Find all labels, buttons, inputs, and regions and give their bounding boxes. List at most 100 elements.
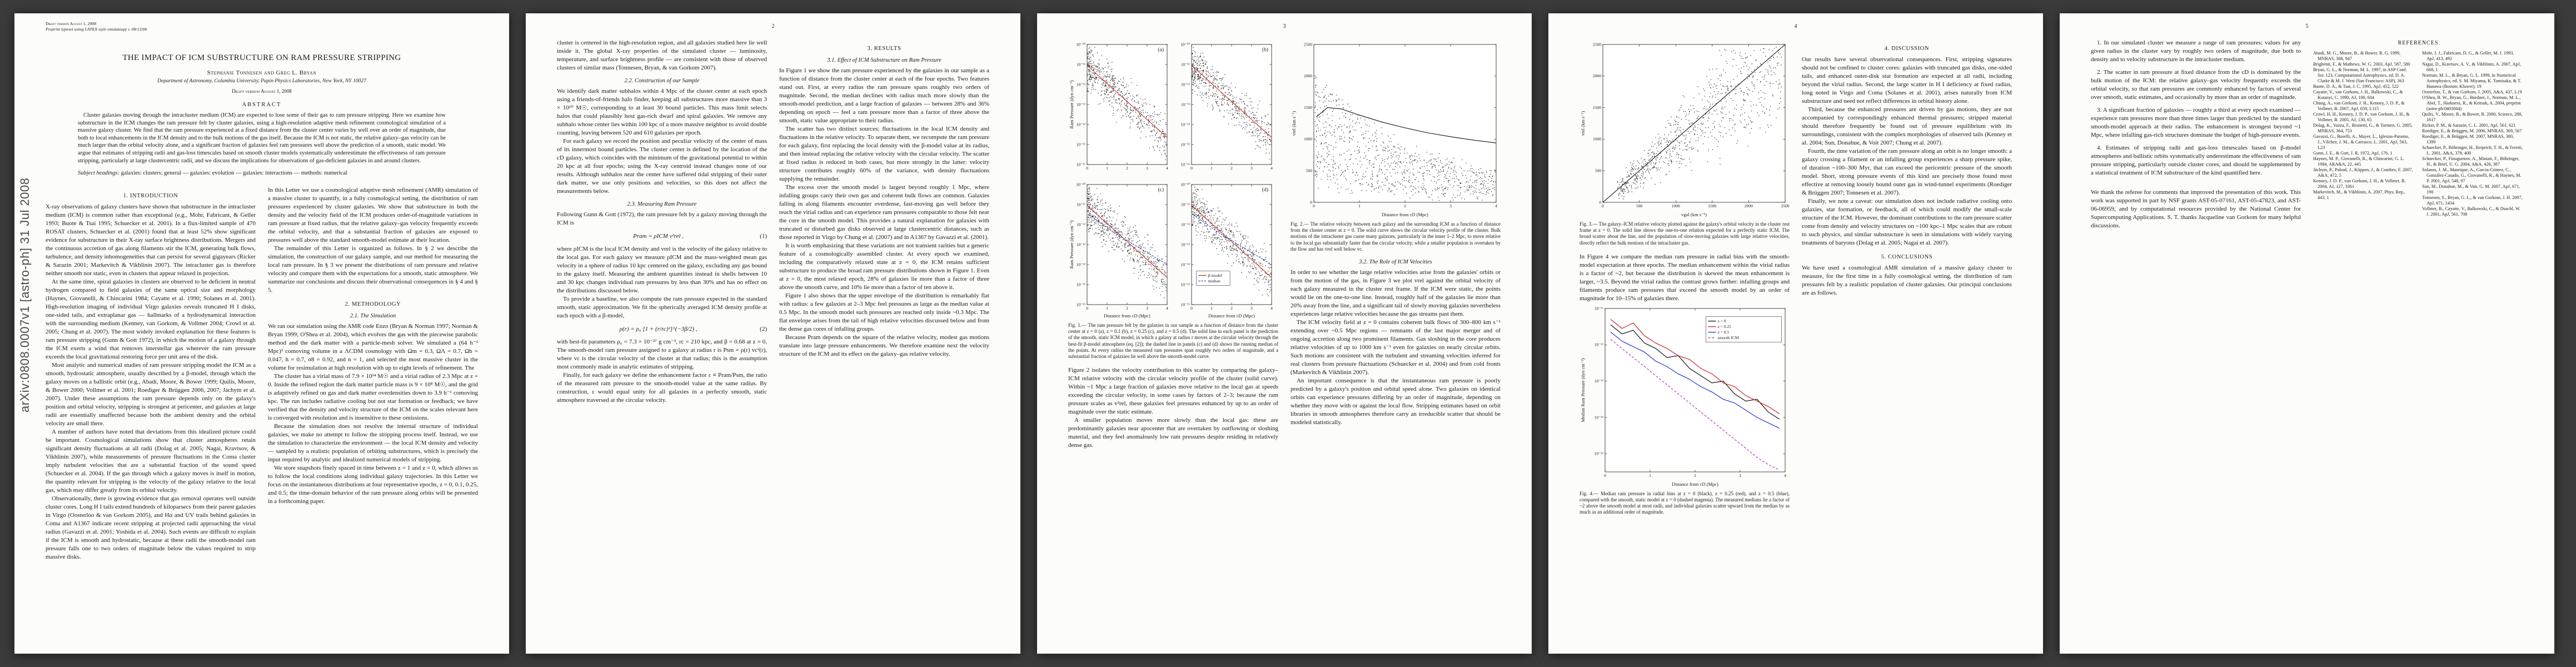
- figure-1-panel-a: 0 1 2 3 4 10⁻¹⁶ 10⁻¹⁵ 10⁻¹⁴ 10⁻¹³ 10⁻¹² 10⁻¹¹ 10⁻¹⁰…: [1069, 42, 1168, 171]
- section-heading: 4. DISCUSSION: [1884, 46, 1930, 52]
- reference-entry: Schuecker, P., Böhringer, H., Reiprich, …: [2422, 145, 2523, 156]
- page4-column-right: 4. DISCUSSION Our results have several ob…: [1802, 39, 2012, 522]
- reference-entry: Roediger, E., & Brüggen, M. 2006, MNRAS,…: [2422, 128, 2522, 133]
- svg-text:1: 1: [1210, 306, 1213, 311]
- svg-text:2: 2: [1126, 166, 1128, 171]
- svg-text:3: 3: [1250, 306, 1253, 311]
- section-heading: 5. CONCLUSIONS: [1881, 254, 1933, 260]
- body-paragraph: To provide a baseline, we also compute t…: [557, 296, 767, 319]
- body-paragraph: Because Pram depends on the square of th…: [779, 334, 989, 357]
- body-paragraph: Figure 1 also shows that the upper envel…: [779, 292, 989, 332]
- body-paragraph: The ICM velocity field at z = 0 contains…: [1291, 319, 1501, 376]
- body-paragraph: In Figure 4 we compare the median ram pr…: [1580, 253, 1790, 302]
- svg-text:1: 1: [1106, 306, 1108, 311]
- conclusion-item: 2. The scatter in ram pressure at fixed …: [2091, 69, 2301, 101]
- svg-text:10⁻¹³: 10⁻¹³: [1077, 242, 1086, 247]
- svg-text:10⁻¹⁵: 10⁻¹⁵: [1595, 451, 1604, 456]
- svg-text:10⁻¹⁶: 10⁻¹⁶: [1077, 302, 1086, 307]
- references-heading: REFERENCES: [2398, 40, 2439, 46]
- svg-text:vrel (km s⁻¹): vrel (km s⁻¹): [1580, 111, 1586, 136]
- svg-text:10⁻¹⁵: 10⁻¹⁵: [1077, 142, 1086, 147]
- svg-text:10⁻¹⁰: 10⁻¹⁰: [1076, 182, 1085, 187]
- svg-text:1500: 1500: [1708, 203, 1716, 208]
- body-paragraph: We identify dark matter subhalos within …: [557, 88, 767, 136]
- page5-references: REFERENCES Abadi, M. G., Moore, B., & Bo…: [2313, 39, 2523, 230]
- page-5: 5 1. In our simulated cluster we measure…: [2060, 13, 2554, 654]
- reference-entry: Haynes, M. P., Giovanelli, R., & Chincar…: [2313, 156, 2405, 167]
- svg-text:4: 4: [1166, 166, 1168, 171]
- page2-column-left: cluster is centered in the high-resoluti…: [557, 39, 767, 405]
- body-paragraph: Following Gunn & Gott (1972), the ram pr…: [557, 211, 767, 226]
- svg-text:10⁻¹⁶: 10⁻¹⁶: [1181, 302, 1190, 307]
- page3-column-right: 0 1 2 3 4 0 500 1000 1500 2000 2500 Distance from c…: [1291, 39, 1501, 450]
- figure-4-caption: Fig. 4.— Median ram pressure in radial b…: [1580, 490, 1790, 515]
- figure-1-panel-c: 0 1 2 3 4 10⁻¹⁶ 10⁻¹⁵ 10⁻¹⁴ 10⁻¹³ 10⁻¹² 10⁻¹¹ 10⁻¹⁰…: [1069, 182, 1168, 318]
- body-paragraph: A smaller population moves more slowly t…: [1068, 417, 1278, 449]
- svg-text:10⁻¹²: 10⁻¹²: [1181, 82, 1190, 87]
- svg-text:3: 3: [1250, 166, 1253, 171]
- body-paragraph: Third, because the enhanced pressures ar…: [1802, 106, 2012, 146]
- preprint-style-note: Preprint typeset using LATEX style emula…: [46, 26, 147, 32]
- reference-entry: Mohr, J. J., Fabricant, D. G., & Geller,…: [2422, 51, 2514, 61]
- svg-text:1000: 1000: [1593, 137, 1601, 142]
- body-paragraph: In order to see whether the large relati…: [1291, 269, 1501, 318]
- page1-column-left: 1. INTRODUCTION X-ray observations of gal…: [46, 186, 256, 561]
- reference-entry: O'Shea, B. W., Bryan, G., Bordner, J., N…: [2422, 95, 2521, 111]
- figure-1-panel-d: 0 1 2 3 4 10⁻¹⁶ 10⁻¹⁵ 10⁻¹⁴ 10⁻¹³ 10⁻¹² 10⁻¹¹ 10⁻¹⁰…: [1180, 182, 1273, 318]
- page1-column-right: In this Letter we use a cosmological ada…: [268, 186, 478, 561]
- svg-text:smooth ICM: smooth ICM: [1717, 335, 1738, 340]
- figure-4-plot: 0 1 2 3 4 10⁻¹⁵ 10⁻¹⁴ 10⁻¹³ 10⁻¹² 10⁻¹¹ Distance f…: [1580, 306, 1786, 487]
- svg-text:1000: 1000: [1672, 203, 1680, 208]
- section-heading: 1. INTRODUCTION: [123, 192, 178, 199]
- svg-text:1500: 1500: [1304, 105, 1312, 110]
- reference-entry: Sun, M., Donahue, M., & Voit, G. M. 2007…: [2422, 184, 2520, 195]
- reference-entry: Schuecker, P., Finoguenov, A., Miniati, …: [2422, 156, 2520, 167]
- body-paragraph: where ρICM is the local ICM density and …: [557, 246, 767, 294]
- page3-column-left: 0 1 2 3 4 10⁻¹⁶ 10⁻¹⁵ 10⁻¹⁴ 10⁻¹³ 10⁻¹² 10⁻¹¹ 10⁻¹⁰…: [1068, 39, 1278, 450]
- body-paragraph: Finally, we note a caveat: our simulatio…: [1802, 198, 2012, 246]
- reference-entry: Oosterloo, T., & van Gorkom, J. 2005, A&…: [2422, 89, 2522, 94]
- figure-1-caption: Fig. 1.— The ram pressure felt by the ga…: [1068, 322, 1278, 360]
- body-paragraph: The excess over the smooth model is larg…: [779, 184, 989, 241]
- svg-text:10⁻¹¹: 10⁻¹¹: [1077, 202, 1085, 207]
- svg-text:Median Ram Pressure (dyn cm⁻²): Median Ram Pressure (dyn cm⁻²): [1580, 358, 1586, 422]
- subsection-heading: 2.3. Measuring Ram Pressure: [627, 201, 697, 207]
- svg-text:β-model: β-model: [1208, 273, 1222, 278]
- reference-entry: Tonnesen, S., Bryan, G. L., & van Gorkom…: [2422, 195, 2523, 206]
- page-number: 2: [771, 23, 775, 29]
- svg-text:3: 3: [1739, 473, 1741, 478]
- body-paragraph: Because the simulation does not resolve …: [268, 422, 478, 463]
- affiliation: Department of Astronomy, Columbia Univer…: [157, 78, 366, 84]
- svg-text:0: 0: [1086, 166, 1088, 171]
- figure-1-panels: 0 1 2 3 4 10⁻¹⁶ 10⁻¹⁵ 10⁻¹⁴ 10⁻¹³ 10⁻¹² 10⁻¹¹ 10⁻¹⁰…: [1068, 40, 1278, 319]
- page-1: Draft version August 1, 2008 Preprint ty…: [14, 13, 509, 654]
- svg-text:vgal (km s⁻¹): vgal (km s⁻¹): [1681, 212, 1707, 217]
- svg-text:median: median: [1208, 278, 1220, 283]
- svg-text:(c): (c): [1158, 187, 1164, 193]
- reference-entry: Kenney, J. D. P., van Gorkom, J. H., & V…: [2313, 178, 2406, 189]
- svg-text:1000: 1000: [1304, 137, 1312, 142]
- svg-text:0: 0: [1310, 200, 1312, 205]
- svg-text:10⁻¹⁴: 10⁻¹⁴: [1077, 262, 1086, 267]
- reference-entry: Quilis, V., Moore, B., & Bower, R. 2000,…: [2422, 112, 2523, 122]
- svg-text:1: 1: [1106, 166, 1108, 171]
- figure-3-caption: Fig. 3.— The galaxy–ICM relative velocit…: [1580, 221, 1790, 246]
- svg-text:10⁻¹³: 10⁻¹³: [1595, 379, 1604, 384]
- svg-text:3: 3: [1146, 166, 1148, 171]
- svg-text:1500: 1500: [1593, 105, 1601, 110]
- reference-entry: Gunn, J. E., & Gott, J. R. 1972, ApJ, 17…: [2313, 151, 2393, 156]
- reference-entry: Cayatte, V., van Gorkom, J. H., Balkowsk…: [2313, 89, 2403, 100]
- svg-text:4: 4: [1270, 306, 1273, 311]
- body-paragraph: Our results have several observational c…: [1802, 56, 2012, 104]
- figure-1: 0 1 2 3 4 10⁻¹⁶ 10⁻¹⁵ 10⁻¹⁴ 10⁻¹³ 10⁻¹² 10⁻¹¹ 10⁻¹⁰…: [1068, 40, 1278, 360]
- body-paragraph: Most analytic and numerical studies of r…: [46, 361, 256, 427]
- svg-text:2: 2: [1126, 306, 1128, 311]
- svg-text:10⁻¹¹: 10⁻¹¹: [1595, 306, 1603, 311]
- svg-text:Ram Pressure (dyn cm⁻²): Ram Pressure (dyn cm⁻²): [1069, 80, 1074, 128]
- svg-text:z = 0: z = 0: [1717, 318, 1726, 323]
- body-paragraph: We store snapshots finely spaced in time…: [268, 464, 478, 505]
- body-paragraph: Finally, for each galaxy we define the e…: [557, 372, 767, 404]
- reference-entry: Brighenti, F., & Mathews, W. G. 2003, Ap…: [2313, 62, 2410, 67]
- svg-text:0: 0: [1604, 473, 1606, 478]
- draft-version-note: Draft version August 1, 2008: [46, 21, 97, 26]
